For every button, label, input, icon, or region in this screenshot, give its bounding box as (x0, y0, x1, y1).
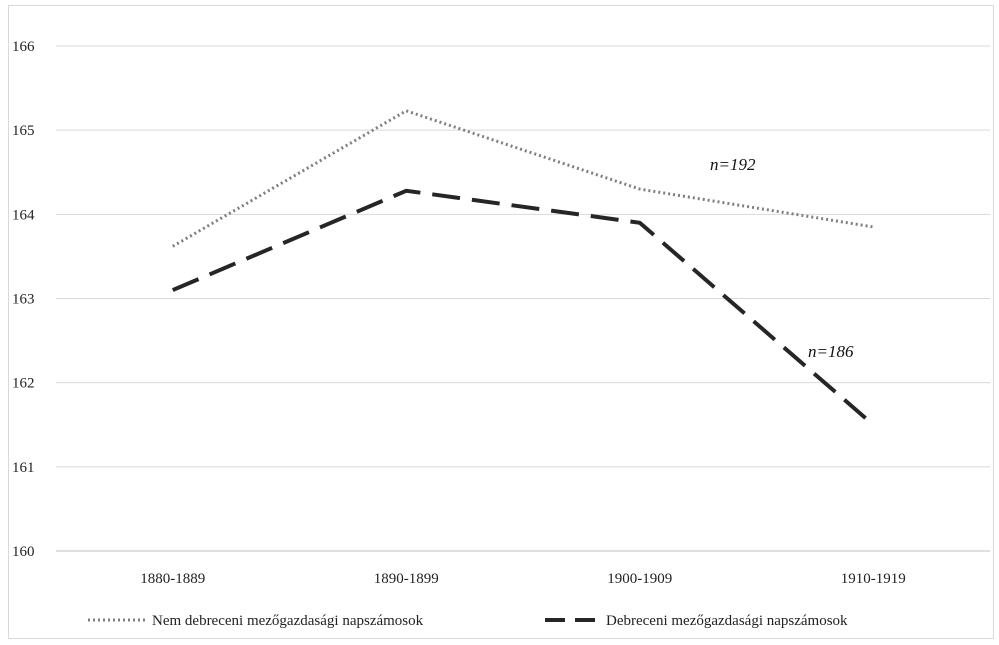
y-tick-label: 163 (12, 292, 35, 308)
y-tick-label: 166 (12, 39, 35, 55)
y-tick-label: 164 (12, 207, 35, 223)
y-tick-label: 160 (12, 544, 35, 560)
legend: Nem debreceni mezőgazdasági napszámosok … (88, 613, 848, 629)
legend-label-debreceni: Debreceni mezőgazdasági napszámosok (606, 613, 848, 629)
y-axis-ticks: 160 161 162 163 164 165 166 (12, 39, 35, 560)
series-line-debreceni (171, 188, 875, 427)
annotation-n192: n=192 (710, 155, 756, 174)
y-tick-label: 162 (12, 376, 35, 392)
y-tick-label: 165 (12, 123, 35, 139)
y-tick-label: 161 (12, 460, 35, 476)
x-tick-label: 1890-1899 (374, 571, 439, 587)
x-tick-label: 1880-1889 (140, 571, 205, 587)
x-tick-label: 1900-1909 (607, 571, 672, 587)
legend-label-nem-debreceni: Nem debreceni mezőgazdasági napszámosok (152, 613, 424, 629)
annotation-n186: n=186 (808, 342, 854, 361)
chart-frame (8, 5, 994, 639)
x-tick-label: 1910-1919 (841, 571, 906, 587)
x-axis-ticks: 1880-1889 1890-1899 1900-1909 1910-1919 (140, 571, 906, 587)
gridlines (56, 45, 990, 552)
series-line-nem-debreceni (171, 109, 874, 248)
series-lines (171, 109, 875, 427)
